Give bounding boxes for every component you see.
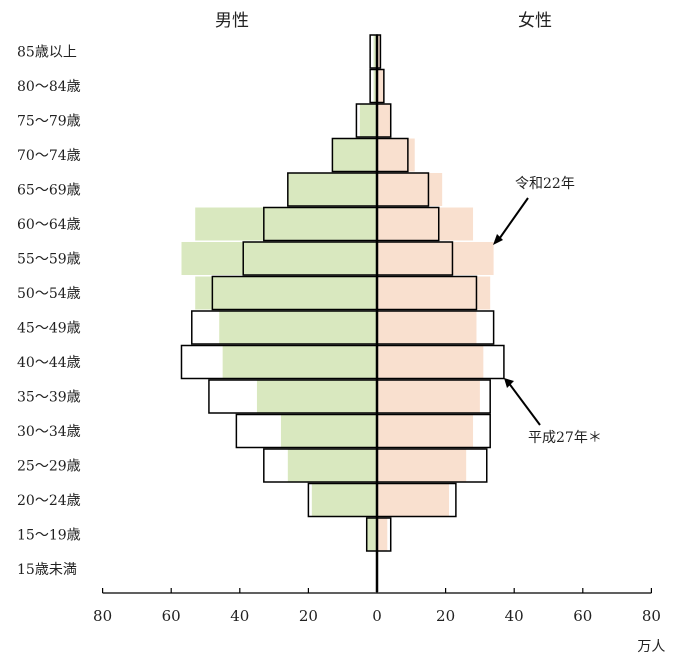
x-tick-label: 0 [372,607,382,625]
x-tick-label: 40 [230,607,249,625]
bar-reiwa22-male [359,104,377,137]
bar-reiwa22-male [366,518,377,551]
bar-reiwa22-female [377,483,450,517]
bar-reiwa22-male [195,276,377,310]
x-tick-label: 80 [93,607,112,625]
age-label: 80～84歳 [17,79,81,95]
bar-reiwa22-female [377,35,381,68]
bar-reiwa22-female [377,173,443,206]
age-label: 55～59歳 [17,252,81,268]
bar-reiwa22-female [377,242,494,275]
bar-reiwa22-male [195,207,377,241]
bar-reiwa22-male [373,69,377,103]
age-label: 40～44歳 [17,355,81,371]
bar-reiwa22-male [311,483,377,517]
arrow-head-reiwa22 [493,234,503,245]
age-label: 15歳未満 [17,562,77,578]
x-tick-label: 60 [162,607,181,625]
bar-reiwa22-male [373,35,377,68]
series-label-reiwa22: 令和22年 [515,176,575,192]
bar-reiwa22-female [377,104,391,137]
age-label: 60～64歳 [17,217,81,233]
male-header: 男性 [215,11,249,31]
bar-reiwa22-female [377,449,467,482]
age-label: 45～49歳 [17,321,81,337]
bar-reiwa22-male [222,345,377,379]
bar-reiwa22-male [287,449,377,482]
arrow-head-heisei27 [504,378,514,388]
x-tick-label: 80 [642,607,661,625]
bar-reiwa22-female [377,518,388,551]
bar-reiwa22-male [181,242,377,275]
bar-reiwa22-male [219,311,377,344]
bar-reiwa22-male [332,138,377,172]
age-label: 75～79歳 [17,114,81,130]
arrow-heisei27 [507,381,541,426]
x-tick-label: 20 [436,607,455,625]
x-tick-label: 40 [505,607,524,625]
age-label: 85歳以上 [17,45,77,61]
bar-reiwa22-male [256,380,377,413]
x-tick-label: 20 [299,607,318,625]
age-label: 20～24歳 [17,493,81,509]
bar-reiwa22-female [377,207,474,241]
age-label: 65～69歳 [17,183,81,199]
age-label: 50～54歳 [17,286,81,302]
bar-reiwa22-female [377,138,415,172]
age-label: 15～19歳 [17,528,81,544]
age-label: 70～74歳 [17,148,81,164]
bar-reiwa22-female [377,380,480,413]
female-header: 女性 [518,11,552,31]
age-labels: 85歳以上 80～84歳 75～79歳 70～74歳 65～69歳 60～64歳 55～59… [17,45,81,579]
bar-reiwa22-male [280,414,377,448]
age-label: 35～39歳 [17,390,81,406]
bar-reiwa22-female [377,69,384,103]
bar-reiwa22-female [377,276,491,310]
bar-reiwa22-female [377,414,474,448]
age-label: 30～34歳 [17,424,81,440]
x-axis: 80 60 40 20 0 20 40 60 80 万人 [93,588,665,655]
age-label: 25～29歳 [17,459,81,475]
bar-reiwa22-female [377,345,484,379]
series-label-heisei27: 平成27年＊ [528,430,602,446]
bar-reiwa22-male [287,173,377,206]
bars-layer [180,34,505,592]
x-unit-label: 万人 [637,639,665,655]
bar-reiwa22-female [377,311,477,344]
arrow-reiwa22 [496,197,529,243]
x-tick-label: 60 [573,607,592,625]
